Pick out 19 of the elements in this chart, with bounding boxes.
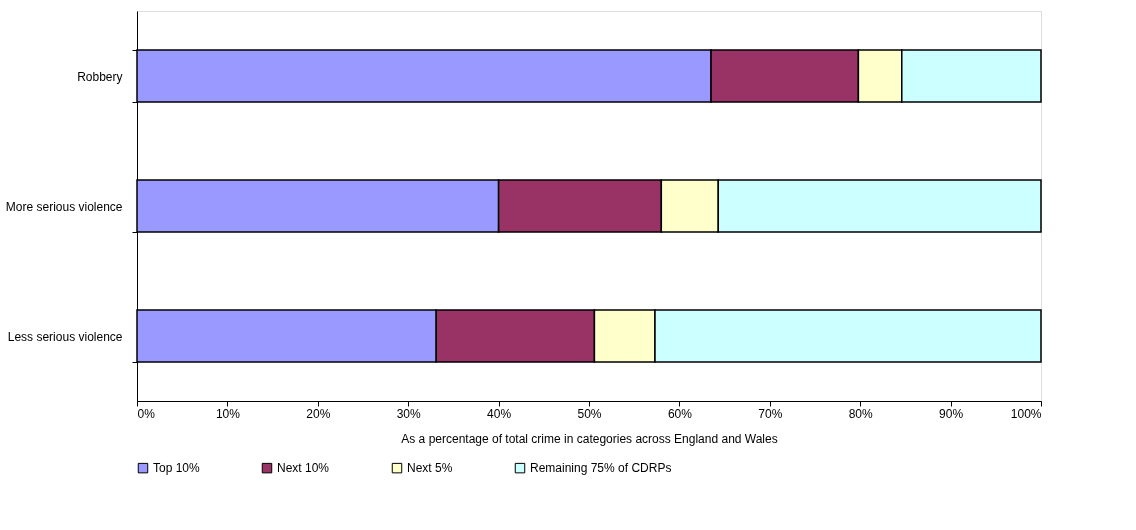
- x-tick-label: 90%: [939, 406, 964, 421]
- y-tick-label: Robbery: [77, 69, 123, 84]
- x-tick-label: 0%: [137, 406, 156, 421]
- legend-label: Top 10%: [153, 461, 201, 476]
- x-axis-title: As a percentage of total crime in categories across England and Wales: [401, 431, 778, 446]
- x-tick-label: 40%: [487, 406, 512, 421]
- x-tick-label: 70%: [758, 406, 783, 421]
- x-tick-label: 30%: [396, 406, 422, 421]
- x-tick-label: 80%: [848, 406, 874, 421]
- x-tick-label: 50%: [577, 406, 602, 421]
- y-tick-label: More serious violence: [5, 199, 123, 214]
- legend-label: Next 5%: [407, 461, 453, 476]
- x-tick-label: 10%: [215, 406, 241, 421]
- legend-label: Remaining 75% of CDRPs: [530, 461, 672, 476]
- x-tick-label: 20%: [306, 406, 331, 421]
- y-tick-label: Less serious violence: [7, 329, 123, 344]
- x-tick-label: 100%: [1010, 406, 1042, 421]
- x-tick-label: 60%: [667, 406, 693, 421]
- legend-label: Next 10%: [277, 461, 330, 476]
